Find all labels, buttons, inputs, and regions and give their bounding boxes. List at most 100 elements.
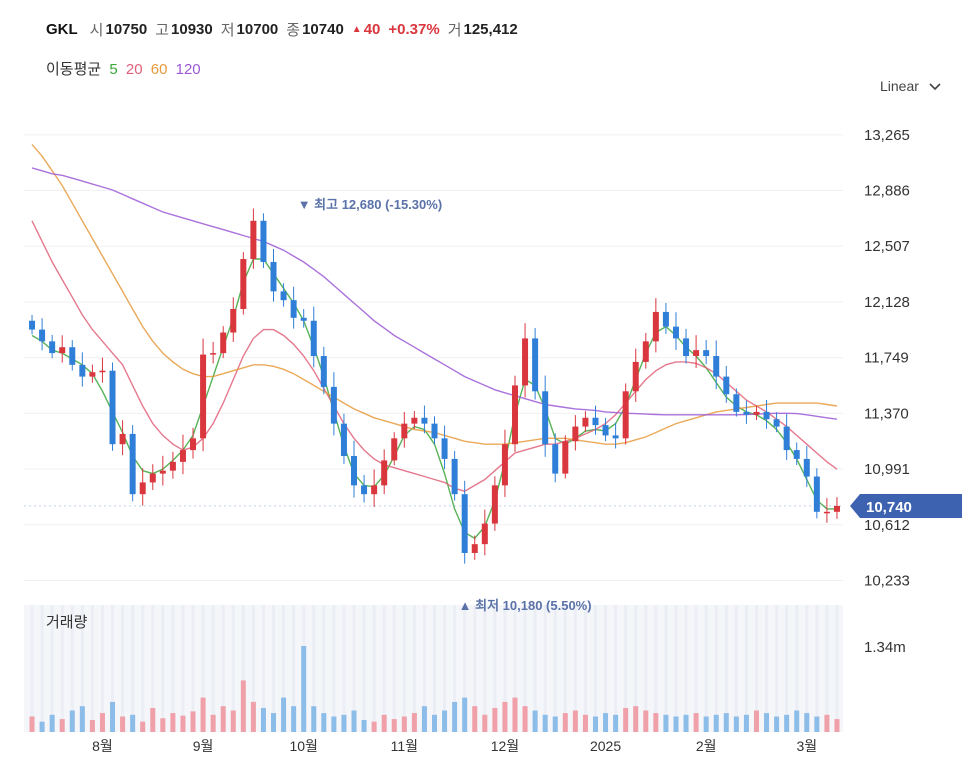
volume-bar [281,697,287,732]
volume-bar [331,716,337,732]
candle-body [753,411,760,415]
volume-bar [804,713,810,732]
candle-body [270,261,277,292]
volume-bar [260,707,266,732]
volume-bar [140,721,146,732]
candle-body [190,438,197,451]
volume-bar [653,713,659,732]
candle-body [139,482,146,495]
volume-bar [814,716,820,732]
candle-body [49,341,56,354]
candle-body [179,450,186,462]
change-value: 40 [363,20,381,38]
volume-bar [532,710,538,732]
y-tick-label: 12,886 [864,183,910,200]
volume-bar [200,697,206,732]
candle-body [149,473,156,483]
x-tick-label: 12월 [491,738,519,754]
candle-body [129,433,136,495]
volume-bar [271,713,277,732]
volume-bar [421,706,427,732]
candle-body [632,361,639,392]
candle-body [451,458,458,495]
candle-body [280,291,287,301]
volume-bar [130,714,136,732]
volume-bar [633,706,639,732]
volume-bar [110,701,116,732]
volume-bar [834,719,840,732]
candle-body [582,417,589,427]
volume-bar [753,710,759,732]
volume-bar [794,710,800,732]
candle-body [79,364,86,377]
candle-body [793,450,800,459]
volume-bar [502,701,508,732]
x-tick-label: 8월 [92,738,113,754]
candle-body [803,458,810,477]
candle-body [159,470,166,474]
volume-bar [623,707,629,732]
candle-body [401,423,408,439]
candle-body [39,329,46,342]
candle-body [672,326,679,339]
candle-body [381,460,388,486]
quote-header: GKL 시 10750 고 10930 저 10700 종 10740 ▲ 40… [46,18,526,40]
ma-20-line [31,220,838,492]
candle-body [119,433,126,445]
y-tick-label: 11,370 [864,405,909,422]
candle-body [391,438,398,461]
ma-5-line [31,258,837,540]
low-annotation: ▲ 최저 10,180 (5.50%) [459,598,592,613]
volume-bar [170,713,176,732]
candle-body [773,419,780,427]
volume-bar [291,706,297,732]
y-tick-label: 12,507 [864,238,910,255]
ma-120-label[interactable]: 120 [175,61,201,78]
volume-bar [673,716,679,732]
volume-bar [99,713,105,732]
scale-selector[interactable]: Linear [880,78,941,94]
ma-60-label[interactable]: 60 [150,61,168,78]
candle-body [59,347,66,354]
volume-bar [411,713,417,732]
y-tick-label: 10,612 [864,517,910,534]
volume-bar [39,721,45,732]
volume-bar [351,710,357,732]
volume-bar [774,716,780,732]
volume-bar [472,706,478,732]
candle-body [240,259,247,309]
candle-body [300,317,307,321]
candle-body [733,394,740,412]
ma-120-line [31,167,838,420]
candle-body [491,485,498,524]
close-value: 10740 [302,20,344,38]
volume-bar [321,713,327,732]
volume-bar [180,715,186,732]
ma-legend-title: 이동평균 [46,61,102,78]
ticker-symbol: GKL [46,20,78,38]
y-tick-label: 10,233 [864,572,910,589]
ma-5-label[interactable]: 5 [109,61,118,78]
y-tick-label: 11,749 [864,350,909,367]
candle-body [511,385,518,445]
volume-bar [432,714,437,732]
candle-body [522,338,529,386]
volume-bar [69,710,75,732]
volume-tick-label: 1.34m [864,639,906,656]
ma-20-label[interactable]: 20 [125,61,143,78]
candle-body [99,370,106,373]
volume-bar [301,646,307,732]
volume-bar [562,713,568,732]
candle-body [501,444,508,486]
candle-body [371,485,378,495]
candle-body [652,311,659,342]
candle-body [532,338,539,392]
candle-body [783,426,790,451]
candle-body [662,311,669,327]
candle-body [411,417,418,424]
volume-bar [723,713,729,732]
candle-body [29,320,36,330]
volume-label: 거 [447,21,462,39]
candle-body [763,411,770,420]
